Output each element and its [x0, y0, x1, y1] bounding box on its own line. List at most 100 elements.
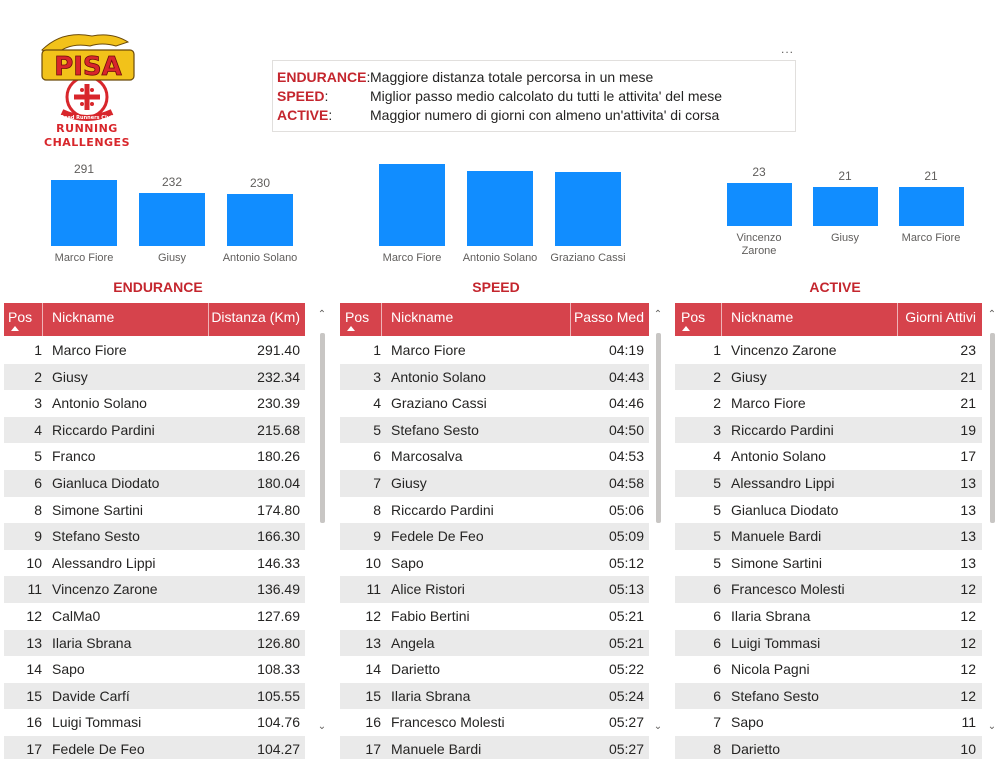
table-row[interactable]: 6 Ilaria Sbrana 12	[675, 603, 982, 630]
table-row[interactable]: 5 Stefano Sesto 04:50	[340, 416, 649, 444]
column-header-pos[interactable]: Pos	[8, 309, 33, 325]
cell-pos: 16	[26, 714, 42, 731]
table-row[interactable]: 16 Francesco Molesti 05:27	[340, 709, 649, 736]
table-row[interactable]: 2 Giusy 21	[675, 363, 982, 391]
table-row[interactable]: 1 Marco Fiore 04:19	[340, 337, 649, 364]
table-row[interactable]: 9 Fedele De Feo 05:09	[340, 523, 649, 550]
table-row[interactable]: 5 Alessandro Lippi 13	[675, 470, 982, 497]
scroll-up-icon[interactable]: ⌃	[653, 309, 663, 320]
bar-category-label: Giusy	[830, 232, 860, 244]
table-row[interactable]: 14 Darietto 05:22	[340, 656, 649, 683]
table-row[interactable]: 11 Vincenzo Zarone 136.49	[4, 576, 305, 603]
table-row[interactable]: 3 Antonio Solano 230.39	[4, 390, 305, 417]
column-header-nickname[interactable]: Nickname	[731, 309, 794, 325]
cell-value: 13	[960, 528, 976, 545]
table-row[interactable]: 4 Antonio Solano 17	[675, 443, 982, 470]
scroll-thumb[interactable]	[656, 333, 661, 523]
cell-nickname: Vincenzo Zarone	[52, 581, 158, 598]
cell-nickname: Ilaria Sbrana	[731, 608, 811, 624]
cell-pos: 1	[373, 342, 381, 358]
table-row[interactable]: 14 Sapo 108.33	[4, 656, 305, 683]
table-row[interactable]: 6 Nicola Pagni 12	[675, 656, 982, 683]
table-row[interactable]: 6 Gianluca Diodato 180.04	[4, 470, 305, 497]
table-row[interactable]: 6 Marcosalva 04:53	[340, 443, 649, 470]
cell-value: 11	[961, 714, 976, 731]
bar[interactable]	[467, 171, 533, 246]
bar[interactable]	[379, 164, 445, 246]
cell-nickname: Fedele De Feo	[52, 741, 145, 757]
table-row[interactable]: 17 Fedele De Feo 104.27	[4, 736, 305, 759]
table-row[interactable]: 5 Gianluca Diodato 13	[675, 497, 982, 524]
table-row[interactable]: 12 CalMa0 127.69	[4, 603, 305, 630]
table-row[interactable]: 12 Fabio Bertini 05:21	[340, 603, 649, 630]
cell-nickname: Antonio Solano	[52, 395, 147, 412]
table-row[interactable]: 4 Graziano Cassi 04:46	[340, 390, 649, 417]
table-row[interactable]: 13 Ilaria Sbrana 126.80	[4, 629, 305, 657]
scroll-down-icon[interactable]: ⌄	[987, 721, 997, 732]
column-divider	[897, 303, 898, 336]
column-header-value[interactable]: Distanza (Km)	[211, 309, 300, 325]
scroll-up-icon[interactable]: ⌃	[317, 309, 327, 320]
table-row[interactable]: 2 Marco Fiore 21	[675, 390, 982, 417]
table-row[interactable]: 3 Antonio Solano 04:43	[340, 363, 649, 391]
bar[interactable]	[51, 180, 117, 246]
table-row[interactable]: 4 Riccardo Pardini 215.68	[4, 416, 305, 444]
cell-pos: 6	[713, 687, 721, 704]
cell-value: 13	[960, 475, 976, 491]
cell-nickname: Riccardo Pardini	[52, 421, 155, 438]
column-header-pos[interactable]: Pos	[345, 309, 370, 325]
table-row[interactable]: 16 Luigi Tommasi 104.76	[4, 709, 305, 736]
endurance-scrollbar[interactable]: ⌃ ⌄	[316, 303, 328, 743]
cell-nickname: Riccardo Pardini	[731, 421, 834, 438]
column-header-value[interactable]: Passo Med	[573, 309, 644, 325]
column-header-pos[interactable]: Pos	[681, 309, 706, 325]
table-row[interactable]: 5 Simone Sartini 13	[675, 550, 982, 577]
table-row[interactable]: 8 Simone Sartini 174.80	[4, 497, 305, 524]
endurance-bar-chart: 291 Marco Fiore 232 Giusy 230 Antonio Solano	[40, 150, 310, 275]
table-row[interactable]: 3 Riccardo Pardini 19	[675, 416, 982, 444]
column-header-value[interactable]: Giorni Attivi	[905, 309, 976, 325]
table-row[interactable]: 11 Alice Ristori 05:13	[340, 576, 649, 603]
scroll-thumb[interactable]	[320, 333, 325, 523]
table-row[interactable]: 8 Riccardo Pardini 05:06	[340, 497, 649, 524]
bar[interactable]	[139, 193, 205, 246]
table-row[interactable]: 15 Ilaria Sbrana 05:24	[340, 682, 649, 710]
bar[interactable]	[227, 193, 293, 246]
scroll-down-icon[interactable]: ⌄	[317, 721, 327, 732]
more-options-icon[interactable]: ...	[781, 42, 795, 56]
table-row[interactable]: 9 Stefano Sesto 166.30	[4, 523, 305, 550]
bar[interactable]	[812, 186, 878, 226]
table-row[interactable]: 1 Marco Fiore 291.40	[4, 337, 305, 364]
table-row[interactable]: 13 Angela 05:21	[340, 629, 649, 657]
scroll-down-icon[interactable]: ⌄	[653, 721, 663, 732]
table-row[interactable]: 5 Manuele Bardi 13	[675, 523, 982, 550]
legend-key: SPEED:	[277, 88, 329, 104]
cell-value: 108.33	[257, 661, 300, 678]
table-row[interactable]: 6 Francesco Molesti 12	[675, 576, 982, 603]
active-scrollbar[interactable]: ⌃ ⌄	[986, 303, 998, 743]
bar-category-label: Marco Fiore	[901, 232, 961, 244]
column-header-nickname[interactable]: Nickname	[52, 309, 115, 325]
cell-value: 19	[960, 421, 976, 438]
table-row[interactable]: 6 Stefano Sesto 12	[675, 682, 982, 710]
bar[interactable]	[726, 183, 792, 226]
table-row[interactable]: 10 Alessandro Lippi 146.33	[4, 550, 305, 577]
table-row[interactable]: 6 Luigi Tommasi 12	[675, 629, 982, 657]
table-row[interactable]: 8 Darietto 10	[675, 736, 982, 759]
table-row[interactable]: 15 Davide Carfí 105.55	[4, 682, 305, 710]
table-row[interactable]: 1 Vincenzo Zarone 23	[675, 337, 982, 364]
bar[interactable]	[898, 186, 964, 226]
cell-nickname: Marco Fiore	[391, 342, 466, 358]
table-row[interactable]: 2 Giusy 232.34	[4, 363, 305, 391]
table-row[interactable]: 17 Manuele Bardi 05:27	[340, 736, 649, 759]
bar[interactable]	[555, 172, 621, 246]
column-header-nickname[interactable]: Nickname	[391, 309, 454, 325]
table-row[interactable]: 7 Sapo 11	[675, 709, 982, 736]
speed-scrollbar[interactable]: ⌃ ⌄	[652, 303, 664, 743]
table-row[interactable]: 5 Franco 180.26	[4, 443, 305, 470]
cell-nickname: Davide Carfí	[52, 687, 130, 704]
scroll-thumb[interactable]	[990, 333, 995, 523]
table-row[interactable]: 10 Sapo 05:12	[340, 550, 649, 577]
table-row[interactable]: 7 Giusy 04:58	[340, 470, 649, 497]
scroll-up-icon[interactable]: ⌃	[987, 309, 997, 320]
